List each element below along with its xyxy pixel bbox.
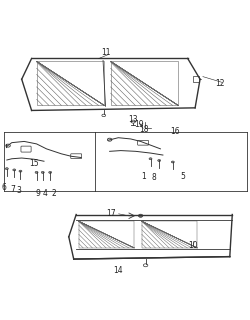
Ellipse shape bbox=[13, 169, 16, 171]
Ellipse shape bbox=[157, 159, 160, 162]
Ellipse shape bbox=[5, 168, 8, 170]
Text: 9: 9 bbox=[35, 189, 40, 198]
Ellipse shape bbox=[19, 170, 22, 172]
Text: 4: 4 bbox=[43, 189, 48, 198]
Text: 15: 15 bbox=[29, 159, 39, 168]
Text: 1: 1 bbox=[140, 172, 145, 180]
Bar bbox=[192, 76, 198, 82]
Ellipse shape bbox=[148, 158, 152, 160]
Text: 2: 2 bbox=[51, 189, 56, 198]
Text: 3: 3 bbox=[17, 187, 21, 196]
Text: 16: 16 bbox=[170, 127, 179, 136]
Text: 11: 11 bbox=[101, 48, 110, 57]
Text: 8: 8 bbox=[151, 173, 156, 182]
Text: 7: 7 bbox=[10, 185, 16, 194]
Text: 17: 17 bbox=[106, 209, 115, 218]
Ellipse shape bbox=[48, 172, 51, 173]
Text: 12: 12 bbox=[214, 79, 224, 88]
Text: 18: 18 bbox=[139, 124, 148, 133]
Text: 19: 19 bbox=[134, 120, 143, 129]
Text: 13: 13 bbox=[128, 115, 138, 124]
Ellipse shape bbox=[35, 172, 38, 173]
Text: 10: 10 bbox=[187, 241, 197, 250]
Ellipse shape bbox=[138, 214, 142, 217]
Text: 6: 6 bbox=[2, 183, 7, 192]
Text: 14: 14 bbox=[113, 266, 123, 275]
Ellipse shape bbox=[41, 172, 44, 173]
Text: 5: 5 bbox=[180, 172, 184, 180]
Ellipse shape bbox=[171, 161, 173, 163]
